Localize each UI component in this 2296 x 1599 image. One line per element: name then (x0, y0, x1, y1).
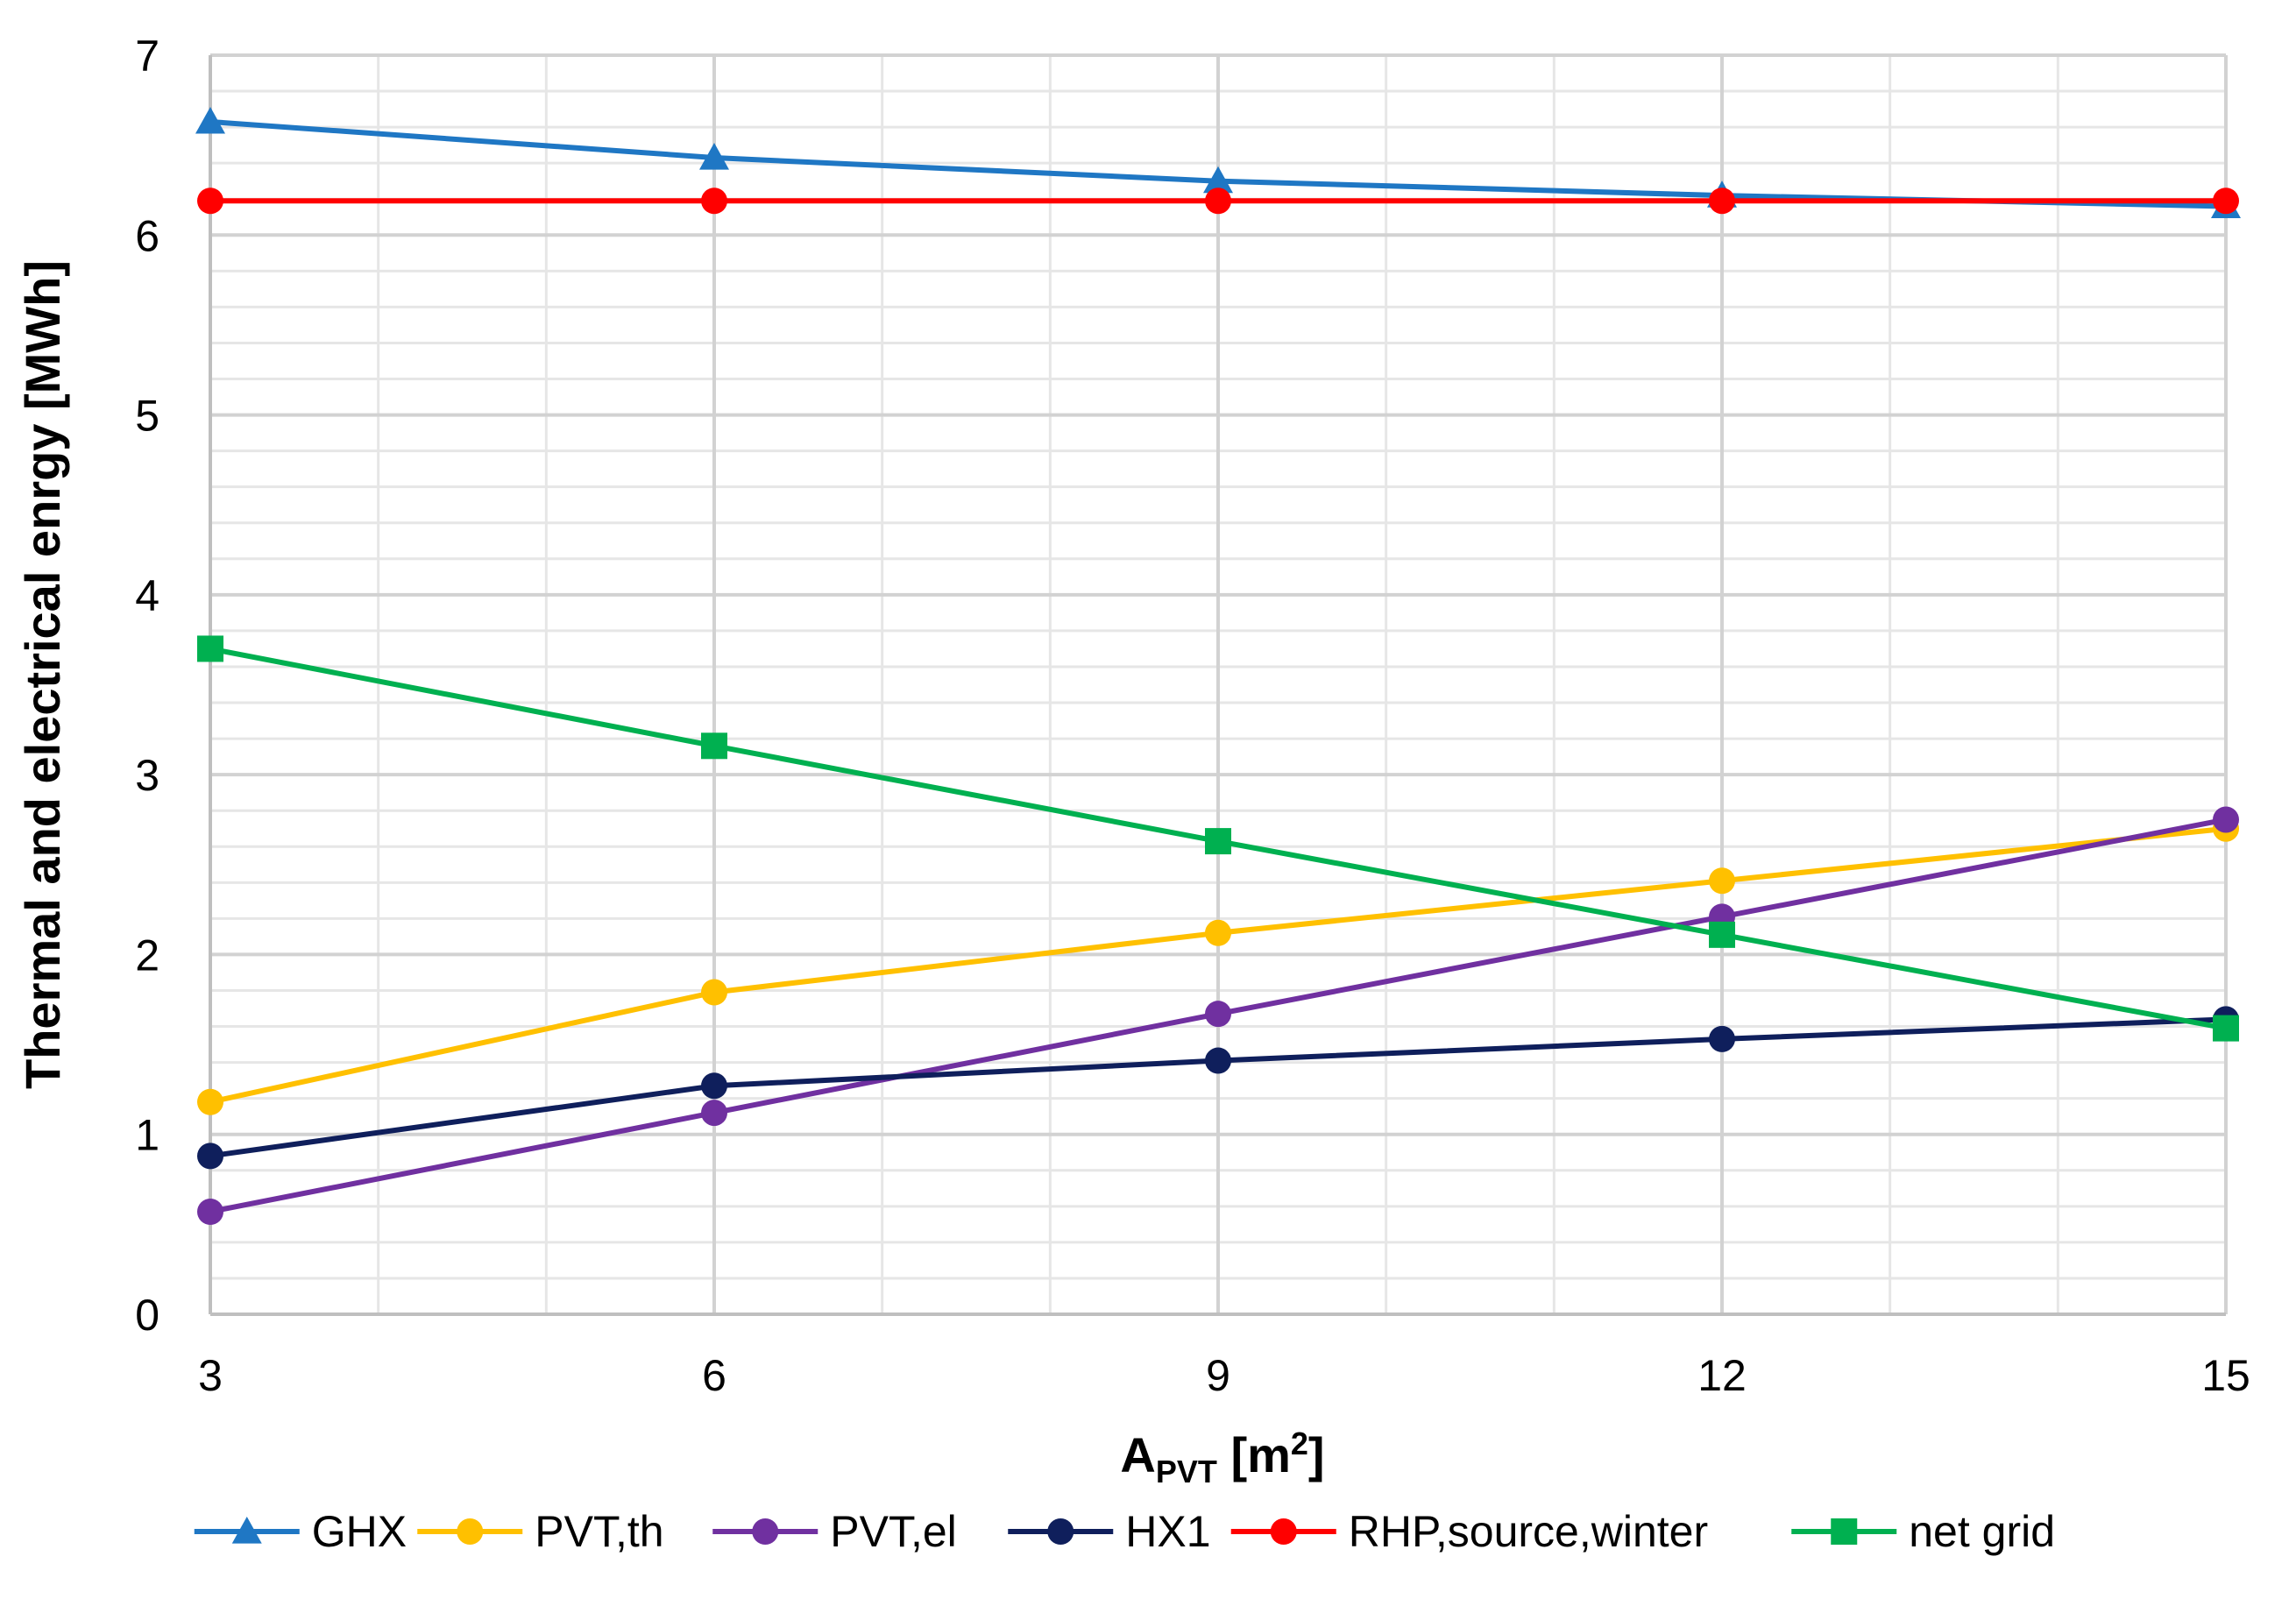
data-point-net-grid (197, 635, 223, 662)
x-axis-title: APVT [m2] (1120, 1426, 1324, 1489)
legend-item-hx1: HX1 (1008, 1507, 1211, 1556)
x-tick-label: 15 (2201, 1351, 2250, 1400)
y-axis-ticks: 0 1 2 3 4 5 6 7 (135, 32, 159, 1340)
legend-marker-ghx (231, 1517, 262, 1544)
data-point-hx1 (1709, 1025, 1735, 1052)
legend-marker-hx1 (1047, 1518, 1074, 1545)
y-tick-label: 2 (135, 930, 159, 980)
x-tick-label: 9 (1206, 1351, 1230, 1400)
legend-label-rhp-source-winter: RHP,source,winter (1349, 1507, 1708, 1556)
series-net-grid (197, 635, 2239, 1042)
data-point-ghx (699, 143, 729, 170)
data-point-rhp-source-winter (2213, 187, 2239, 215)
data-point-pvt-el (2213, 806, 2239, 833)
data-point-pvt-el (701, 1100, 727, 1127)
data-point-pvt-el (197, 1198, 223, 1225)
y-tick-label: 4 (135, 571, 159, 620)
legend-marker-rhp-source-winter (1270, 1518, 1297, 1545)
legend-item-ghx: GHX (194, 1507, 407, 1556)
y-tick-label: 5 (135, 392, 159, 441)
series-pvt-th (197, 815, 2239, 1115)
legend-label-hx1: HX1 (1125, 1507, 1210, 1556)
data-point-hx1 (197, 1143, 223, 1170)
data-point-ghx (1203, 166, 1233, 194)
major-gridlines (209, 53, 2228, 1316)
series-rhp-source-winter (197, 187, 2239, 215)
data-point-hx1 (701, 1072, 727, 1100)
data-point-rhp-source-winter (197, 187, 223, 215)
legend-item-rhp-source-winter: RHP,source,winter (1230, 1507, 1708, 1556)
data-point-pvt-th (701, 979, 727, 1006)
data-point-rhp-source-winter (1709, 187, 1735, 215)
x-axis-title-subscript: PVT (1156, 1454, 1217, 1489)
data-point-net-grid (2213, 1015, 2239, 1042)
x-axis-ticks: 3 6 9 12 15 (198, 1351, 2250, 1400)
legend: GHX PVT,th PVT,el HX1 RHP,source,winter net g… (194, 1507, 2055, 1556)
data-point-pvt-th (1709, 867, 1735, 895)
legend-label-pvt-el: PVT,el (830, 1507, 957, 1556)
data-point-rhp-source-winter (1205, 187, 1231, 215)
data-point-pvt-th (197, 1088, 223, 1115)
y-tick-label: 1 (135, 1111, 159, 1160)
x-axis-title-superscript: 2 (1291, 1426, 1308, 1461)
data-point-net-grid (1709, 921, 1735, 948)
x-tick-label: 3 (198, 1351, 223, 1400)
y-axis-title: Thermal and electrical enrgy [MWh] (15, 260, 70, 1089)
x-tick-label: 6 (702, 1351, 726, 1400)
legend-label-net-grid: net grid (1909, 1507, 2055, 1556)
data-point-rhp-source-winter (701, 187, 727, 215)
data-point-net-grid (701, 732, 727, 760)
legend-item-pvt-th: PVT,th (417, 1507, 664, 1556)
y-tick-label: 7 (135, 32, 159, 81)
legend-marker-pvt-th (457, 1518, 484, 1545)
series-pvt-el (197, 806, 2239, 1225)
legend-marker-pvt-el (752, 1518, 779, 1545)
data-point-pvt-el (1205, 1001, 1231, 1028)
legend-label-pvt-th: PVT,th (535, 1507, 663, 1556)
x-axis-title-end: ] (1308, 1427, 1325, 1482)
data-point-hx1 (1205, 1047, 1231, 1074)
legend-item-pvt-el: PVT,el (712, 1507, 957, 1556)
legend-label-ghx: GHX (312, 1507, 407, 1556)
y-tick-label: 6 (135, 211, 159, 260)
data-point-pvt-th (1205, 919, 1231, 946)
y-tick-label: 3 (135, 751, 159, 800)
legend-item-net-grid: net grid (1791, 1507, 2055, 1556)
x-axis-title-unit: [m (1217, 1427, 1291, 1482)
series-layer (195, 106, 2241, 1225)
x-tick-label: 12 (1697, 1351, 1747, 1400)
legend-marker-net-grid (1831, 1518, 1858, 1545)
data-point-ghx (195, 106, 225, 134)
x-axis-title-main: A (1120, 1427, 1155, 1482)
y-tick-label: 0 (135, 1291, 159, 1340)
data-point-net-grid (1205, 828, 1231, 855)
